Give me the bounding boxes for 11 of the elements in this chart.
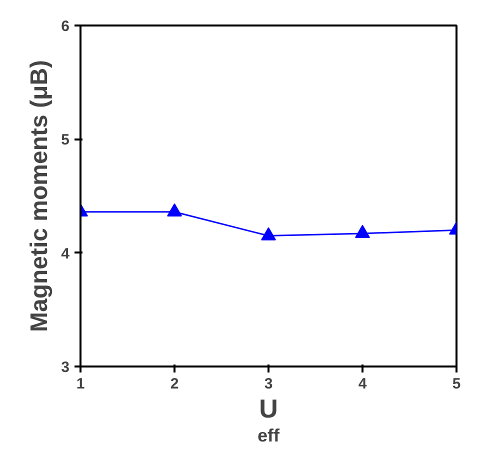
- y-tick-label: 5: [61, 132, 70, 149]
- y-tick-label: 3: [61, 359, 70, 376]
- x-tick-label: 4: [358, 376, 368, 392]
- y-axis-title: Magnetic moments (μB): [26, 60, 54, 332]
- x-axis-title: Ueff: [258, 394, 281, 446]
- x-tick-label: 2: [170, 376, 179, 392]
- y-tick-label: 6: [61, 18, 70, 35]
- y-tick-label: 4: [61, 245, 70, 262]
- x-tick-label: 3: [264, 376, 273, 392]
- x-tick-label: 1: [76, 376, 85, 392]
- x-tick-label: 5: [452, 376, 461, 392]
